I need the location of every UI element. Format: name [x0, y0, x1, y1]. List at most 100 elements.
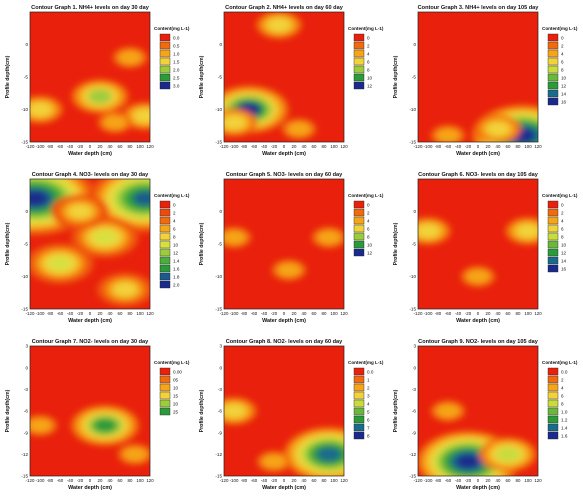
x-tick-label: 0 [477, 478, 480, 483]
x-tick-label: 100 [136, 144, 144, 149]
y-tick-label: -10 [21, 274, 28, 279]
y-tick-label: -12 [215, 452, 222, 457]
legend-swatch [159, 264, 171, 273]
x-tick-label: -40 [67, 311, 74, 316]
y-tick-label: 0 [25, 209, 28, 214]
x-tick-label: 120 [146, 311, 154, 316]
chart-title: Contour Graph 2. NH4+ levels on day 60 d… [225, 5, 344, 11]
x-tick-label: -20 [271, 311, 278, 316]
legend-label: 1.4 [173, 259, 180, 264]
x-tick-label: 80 [322, 478, 327, 483]
y-tick-label: -9 [412, 430, 417, 435]
x-tick-label: -100 [230, 478, 239, 483]
contour-band [496, 447, 520, 462]
y-tick-label: 3 [25, 344, 28, 349]
x-tick-label: 0 [283, 311, 286, 316]
legend-label: 12 [367, 251, 373, 256]
x-tick-label: 80 [322, 311, 327, 316]
legend-label: 1.4 [561, 426, 568, 431]
legend-swatch [353, 367, 365, 376]
legend-label: 8 [367, 68, 370, 73]
contour-panel-6: Contour Graph 6. NO3- levels on day 105 … [388, 167, 582, 334]
x-tick-label: -40 [261, 144, 268, 149]
x-tick-label: 40 [302, 478, 307, 483]
legend-swatch [159, 375, 171, 384]
legend-swatch [353, 200, 365, 209]
legend-swatch [353, 65, 365, 74]
contour-chart-5: Contour Graph 5. NO3- levels on day 60 d… [199, 172, 384, 324]
x-tick-label: 100 [524, 144, 532, 149]
legend-label: 6 [561, 227, 564, 232]
contour-band [317, 447, 341, 462]
legend-label: 8 [561, 402, 564, 407]
legend-swatch [547, 65, 559, 74]
contour-band [466, 269, 490, 284]
x-tick-label: 80 [516, 311, 521, 316]
legend-label: 1.0 [173, 52, 180, 57]
legend-swatch [353, 57, 365, 66]
x-tick-label: -80 [241, 144, 248, 149]
legend-label: 2 [173, 211, 176, 216]
y-tick-label: 0 [25, 42, 28, 47]
contour-panel-4: Contour Graph 4. NO3- levels on day 30 d… [0, 167, 194, 334]
chart-title: Contour Graph 3. NH4+ levels on day 105 … [418, 5, 540, 11]
x-tick-label: -60 [445, 144, 452, 149]
chart-title: Contour Graph 1. NH4+ levels on day 30 d… [31, 5, 150, 11]
legend-label: 6 [367, 227, 370, 232]
x-tick-label: 80 [516, 478, 521, 483]
x-tick-label: -40 [67, 478, 74, 483]
contour-chart-4: Contour Graph 4. NO3- levels on day 30 d… [5, 172, 190, 324]
contour-background [418, 179, 538, 309]
legend-label: 1.0 [561, 410, 568, 415]
legend-swatch [159, 248, 171, 257]
contour-band [267, 17, 291, 33]
x-tick-label: -60 [251, 144, 258, 149]
contour-field [30, 179, 150, 309]
y-tick-label: -10 [409, 107, 416, 112]
legend-swatch [159, 240, 171, 249]
legend-swatch [159, 399, 171, 408]
x-tick-label: 40 [108, 144, 113, 149]
x-tick-label: 100 [524, 311, 532, 316]
legend-label: 3 [367, 394, 370, 399]
y-tick-label: -6 [412, 409, 417, 414]
y-tick-label: -15 [215, 140, 222, 145]
x-tick-label: 20 [98, 478, 103, 483]
y-tick-label: -15 [409, 307, 416, 312]
x-tick-label: 60 [312, 478, 317, 483]
x-tick-label: -120 [26, 144, 35, 149]
contour-panel-5: Contour Graph 5. NO3- levels on day 60 d… [194, 167, 388, 334]
y-axis-label: Profile depth(cm) [393, 55, 399, 98]
contour-chart-8: Contour Graph 8. NO2- levels on day 60 d… [199, 339, 384, 491]
legend-label: 12 [173, 251, 179, 256]
legend-swatch [159, 383, 171, 392]
y-tick-label: -12 [409, 452, 416, 457]
y-tick-label: 0 [219, 365, 222, 370]
y-tick-label: 0 [219, 209, 222, 214]
x-tick-label: -100 [36, 478, 45, 483]
legend-label: 6 [561, 394, 564, 399]
legend-swatch [159, 73, 171, 82]
legend-label: 2.0 [173, 68, 180, 73]
legend-swatch [159, 33, 171, 42]
legend-swatch [353, 73, 365, 82]
x-tick-label: -80 [435, 311, 442, 316]
legend-label: 2 [561, 44, 564, 49]
y-tick-label: 3 [413, 344, 416, 349]
legend-swatch [353, 415, 365, 424]
legend-label: 8 [561, 235, 564, 240]
legend-swatch [547, 407, 559, 416]
y-axis-label: Profile depth(cm) [5, 389, 11, 432]
legend-label: 2 [367, 44, 370, 49]
y-tick-label: -3 [412, 387, 417, 392]
x-axis-label: Water depth (cm) [456, 151, 500, 157]
legend-label: 1 [367, 378, 370, 383]
legend-swatch [547, 73, 559, 82]
x-tick-label: -120 [414, 144, 423, 149]
y-tick-label: 0 [413, 42, 416, 47]
contour-band [133, 108, 150, 124]
legend-swatch [547, 216, 559, 225]
legend-label: 1.2 [561, 418, 568, 423]
x-tick-label: 20 [292, 311, 297, 316]
y-tick-label: -15 [215, 307, 222, 312]
